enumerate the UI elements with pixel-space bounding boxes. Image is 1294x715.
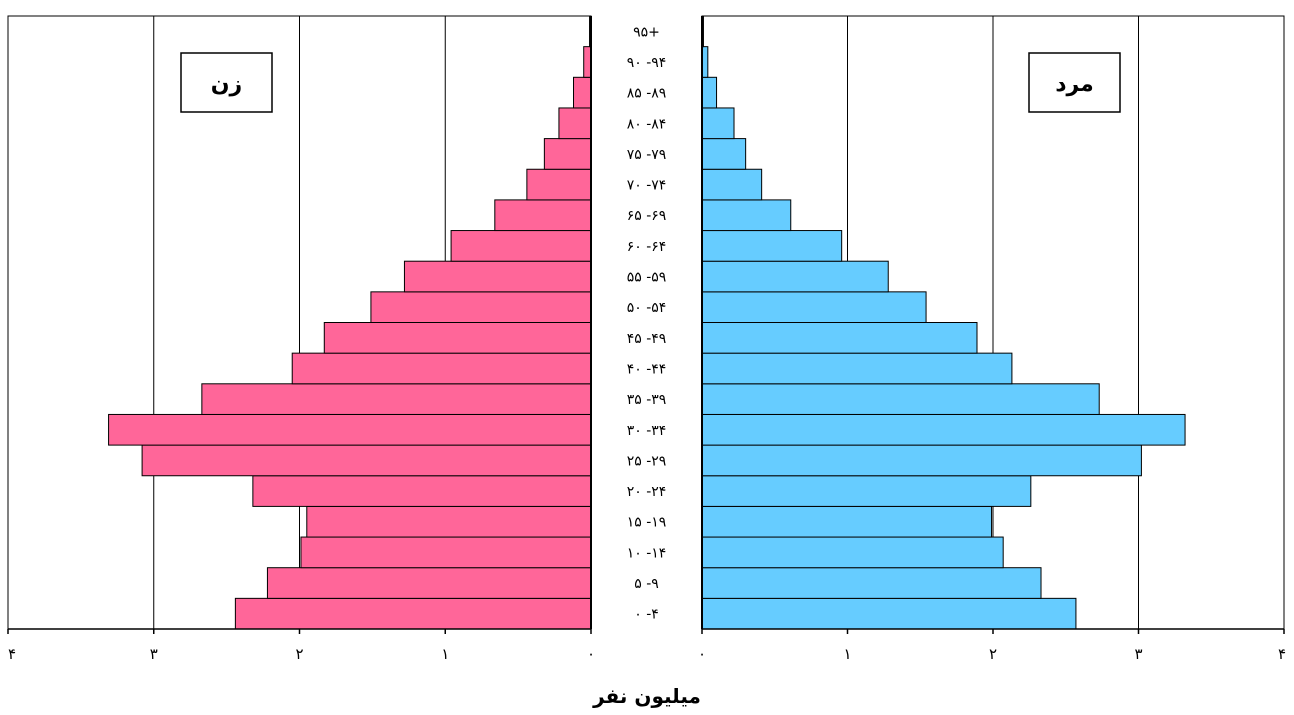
bar-female: [234, 597, 592, 630]
age-group-label: ۱۵ -۱۹: [627, 515, 667, 531]
bar-female: [141, 444, 592, 477]
axes: [7, 16, 1285, 634]
bar-male: [701, 107, 735, 140]
age-group-label: ۸۰ -۸۴: [627, 116, 667, 132]
age-group-label: ۰ -۴: [634, 607, 659, 623]
tick-label-male: ۲: [989, 645, 997, 663]
tick-label-male: ۱: [843, 645, 851, 663]
tick-label-male: ۴: [1278, 645, 1286, 663]
age-group-label: ۶۵ -۶۹: [627, 208, 667, 224]
age-group-label: ۷۰ -۷۴: [627, 178, 667, 194]
tick-label-male: ۳: [1134, 645, 1142, 663]
bar-male: [701, 475, 1032, 507]
age-group-label: ۵۰ -۵۴: [627, 300, 667, 316]
age-group-label: ۵ -۹: [634, 576, 659, 592]
bars: [108, 15, 1186, 630]
bar-male: [701, 352, 1013, 385]
bar-male: [701, 168, 763, 201]
tick-labels: ۰ ۰ ۱ ۱ ۲ ۲ ۳ ۳ ۴ ۴: [8, 645, 1286, 663]
age-group-label: ۸۵ -۸۹: [627, 86, 667, 102]
tick-label-female: ۴: [8, 645, 16, 663]
bar-male: [701, 322, 978, 354]
age-group-labels: ۰ -۴ ۵ -۹ ۱۰ -۱۴ ۱۵ -۱۹ ۲۰ -۲۴ ۲۵ -۲۹ ۳۰ -۳۴ ۳۵…: [627, 24, 667, 623]
tick-label-female: ۰: [587, 645, 595, 663]
bar-male: [701, 260, 889, 293]
female-label-box: زن: [180, 52, 273, 113]
bar-male: [701, 138, 747, 170]
bar-female: [403, 260, 592, 293]
age-group-label: ۱۰ -۱۴: [627, 545, 667, 561]
tick-label-female: ۲: [295, 645, 303, 663]
bar-male: [701, 413, 1186, 446]
age-group-label: ۴۵ -۴۹: [627, 331, 667, 347]
female-label: زن: [211, 72, 242, 97]
bar-male: [701, 597, 1077, 630]
bar-female: [252, 475, 592, 507]
bar-female: [201, 383, 592, 415]
bar-male: [701, 383, 1100, 415]
bar-female: [323, 322, 592, 354]
bar-female: [558, 107, 592, 140]
bar-female: [573, 76, 592, 109]
bar-female: [306, 505, 592, 538]
bar-female: [543, 138, 592, 170]
age-group-label: ۲۵ -۲۹: [627, 453, 667, 469]
bar-male: [701, 76, 718, 109]
age-group-label: ۵۵ -۵۹: [627, 270, 667, 286]
bar-male: [701, 199, 792, 232]
bar-female: [108, 413, 592, 446]
age-group-label: ۹۵+: [633, 24, 660, 40]
bar-male: [701, 567, 1042, 599]
bar-female: [300, 536, 592, 569]
age-group-label: ۷۵ -۷۹: [627, 147, 667, 163]
age-group-label: ۳۰ -۳۴: [627, 423, 667, 439]
tick-label-male: ۰: [698, 645, 706, 663]
bar-female: [370, 291, 592, 324]
bar-female: [494, 199, 592, 232]
tick-label-female: ۱: [441, 645, 449, 663]
bar-male: [701, 230, 843, 262]
bar-male: [701, 291, 927, 324]
male-label-box: مرد: [1028, 52, 1121, 113]
bar-female: [450, 230, 592, 262]
tick-label-female: ۳: [150, 645, 158, 663]
x-axis-label: میلیون نفر: [592, 684, 701, 708]
bar-male: [701, 505, 993, 538]
age-group-label: ۴۰ -۴۴: [627, 361, 667, 377]
bar-female: [266, 567, 592, 599]
bar-female: [526, 168, 592, 201]
bar-male: [701, 536, 1004, 569]
age-group-label: ۹۰ -۹۴: [627, 55, 667, 71]
bar-female: [583, 46, 592, 78]
age-group-label: ۲۰ -۲۴: [627, 484, 667, 500]
bar-male: [701, 444, 1142, 477]
age-group-label: ۳۵ -۳۹: [627, 392, 667, 408]
male-label: مرد: [1055, 72, 1094, 97]
age-group-label: ۶۰ -۶۴: [627, 239, 667, 255]
bar-female: [291, 352, 592, 385]
